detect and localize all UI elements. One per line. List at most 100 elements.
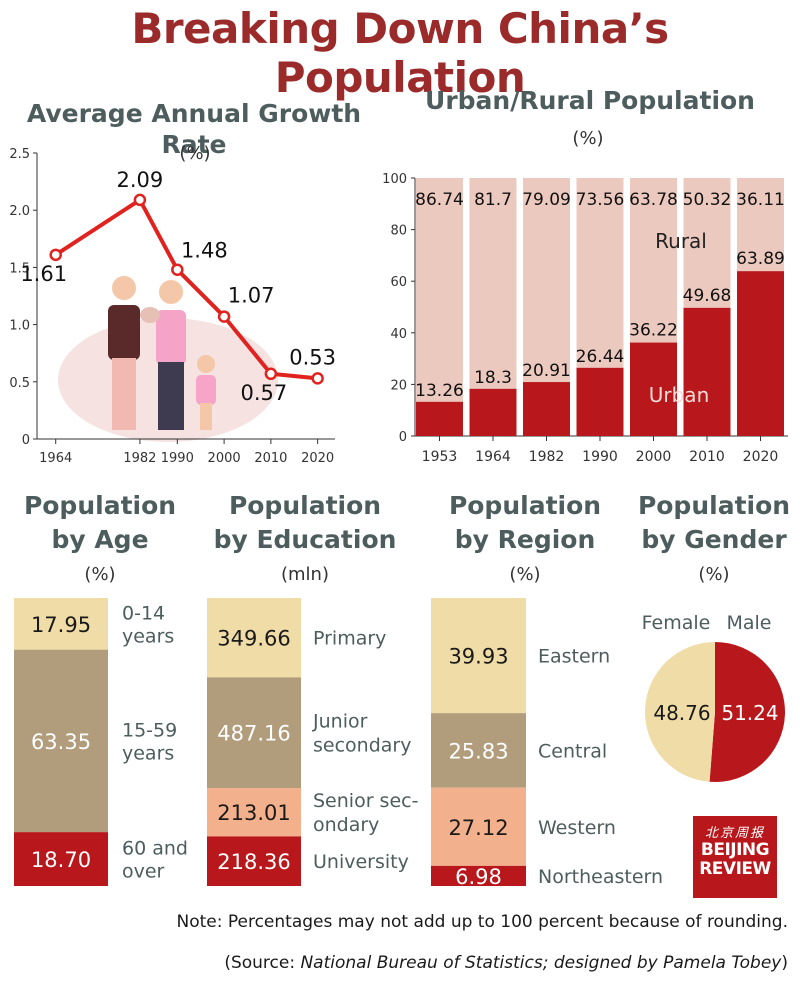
education-unit: (mln) xyxy=(281,564,329,585)
urban-bar xyxy=(737,271,784,436)
rural-bar xyxy=(683,178,731,308)
urban-bar xyxy=(683,307,731,436)
source-suffix: ) xyxy=(781,953,788,973)
region-category-label: Central xyxy=(538,740,607,762)
rural-value-label: 79.09 xyxy=(522,190,571,210)
logo-line1: BEIJING xyxy=(700,840,770,860)
urban-bar xyxy=(416,401,463,436)
region-segment xyxy=(431,713,526,788)
age-unit: (%) xyxy=(84,564,116,585)
age-value-label: 17.95 xyxy=(31,613,91,637)
education-segment xyxy=(207,836,301,886)
growth-chart-title: Average Annual Growth Rate xyxy=(26,99,362,160)
education-value-label: 213.01 xyxy=(217,801,290,825)
age-category-label: 0-14 xyxy=(122,602,165,624)
y-tick-label: 1.5 xyxy=(9,261,30,276)
age-category-label: years xyxy=(122,742,174,764)
education-segment xyxy=(207,677,301,789)
x-tick-label: 1982 xyxy=(529,449,565,465)
education-value-label: 218.36 xyxy=(217,850,290,874)
data-point xyxy=(49,248,62,262)
age-segment xyxy=(14,832,108,886)
y-tick-label: 60 xyxy=(390,275,407,290)
urban-value-label: 49.68 xyxy=(683,286,732,306)
rural-bar xyxy=(523,178,570,383)
x-tick-label: 1964 xyxy=(39,451,72,466)
rounding-note: Note: Percentages may not add up to 100 … xyxy=(176,912,788,932)
data-point xyxy=(133,193,147,207)
x-tick-label: 2010 xyxy=(689,449,725,465)
age-category-label: 15-59 xyxy=(122,719,177,741)
y-tick-label: 0 xyxy=(22,433,30,448)
age-category-label: over xyxy=(122,861,165,883)
age-title-line1: Population xyxy=(23,491,177,520)
male-slice xyxy=(709,642,785,782)
urban-bar xyxy=(469,388,517,436)
data-point xyxy=(217,310,231,323)
age-segment xyxy=(14,649,108,833)
x-tick-label: 1953 xyxy=(422,449,458,465)
father-head xyxy=(112,276,136,300)
growth-rate-line xyxy=(54,197,318,381)
region-value-label: 6.98 xyxy=(455,865,502,888)
urban-bar xyxy=(523,382,570,436)
education-value-label: 349.66 xyxy=(217,627,290,651)
father-legs xyxy=(112,358,136,430)
education-category-label: secondary xyxy=(313,735,411,757)
growth-rate-line-chart: 0 0.5 1.0 1.5 2.0 2.5 1964 1982 1990 2000 2010 2020… xyxy=(9,147,336,466)
growth-chart-unit: (%) xyxy=(179,143,211,164)
region-segment xyxy=(431,865,526,886)
age-segment xyxy=(14,598,108,650)
age-category-label: years xyxy=(122,625,174,647)
y-tick-label: 2.0 xyxy=(9,204,30,219)
rural-bar xyxy=(469,178,517,389)
x-tick-label: 2000 xyxy=(208,451,241,466)
region-category-label: Eastern xyxy=(538,646,610,668)
x-tick-label: 1982 xyxy=(123,451,156,466)
age-category-label: 60 and xyxy=(122,838,188,860)
rural-value-label: 50.32 xyxy=(683,190,732,210)
urban-rural-title: Urban/Rural Population xyxy=(425,86,755,115)
girl-legs xyxy=(200,403,212,430)
rural-bar xyxy=(416,178,463,402)
data-label: 1.61 xyxy=(20,262,67,286)
data-point xyxy=(171,263,184,276)
education-category-label: ondary xyxy=(313,814,379,836)
logo-line2: REVIEW xyxy=(699,859,771,879)
father-body xyxy=(108,305,140,360)
page-title: Breaking Down China’s Population xyxy=(131,4,669,102)
age-title-line2: by Age xyxy=(51,525,149,554)
rural-value-label: 73.56 xyxy=(576,190,625,210)
baby xyxy=(140,307,160,323)
rural-bar xyxy=(576,178,624,368)
education-category-label: Junior xyxy=(312,711,368,733)
urban-value-label: 36.22 xyxy=(629,321,678,341)
region-segment xyxy=(431,598,526,714)
urban-value-label: 26.44 xyxy=(576,347,625,367)
female-value-label: 48.76 xyxy=(653,701,710,725)
region-title-line2: by Region xyxy=(454,525,596,554)
education-segment xyxy=(207,788,301,837)
region-segment xyxy=(431,787,526,866)
female-legend-label: Female xyxy=(642,612,711,634)
x-tick-label: 2000 xyxy=(636,449,672,465)
urban-bar xyxy=(576,367,624,436)
rural-value-label: 36.11 xyxy=(736,190,785,210)
y-tick-label: 20 xyxy=(390,378,407,393)
y-tick-label: 1.0 xyxy=(9,319,30,334)
education-title-line2: by Education xyxy=(213,525,397,554)
rural-bar xyxy=(737,178,784,272)
y-tick-label: 0 xyxy=(399,430,407,445)
logo-chinese: 北京周报 xyxy=(704,826,765,841)
region-title-line1: Population xyxy=(448,491,602,520)
mother-body xyxy=(156,310,186,365)
series-label-rural: Rural xyxy=(655,229,707,253)
x-tick-label: 1990 xyxy=(161,451,194,466)
rural-bar xyxy=(630,178,677,343)
region-unit: (%) xyxy=(509,564,541,585)
source-credit: National Bureau of Statistics; designed … xyxy=(300,953,782,973)
gender-title-line1: Population xyxy=(637,491,791,520)
y-tick-label: 2.5 xyxy=(9,147,30,162)
